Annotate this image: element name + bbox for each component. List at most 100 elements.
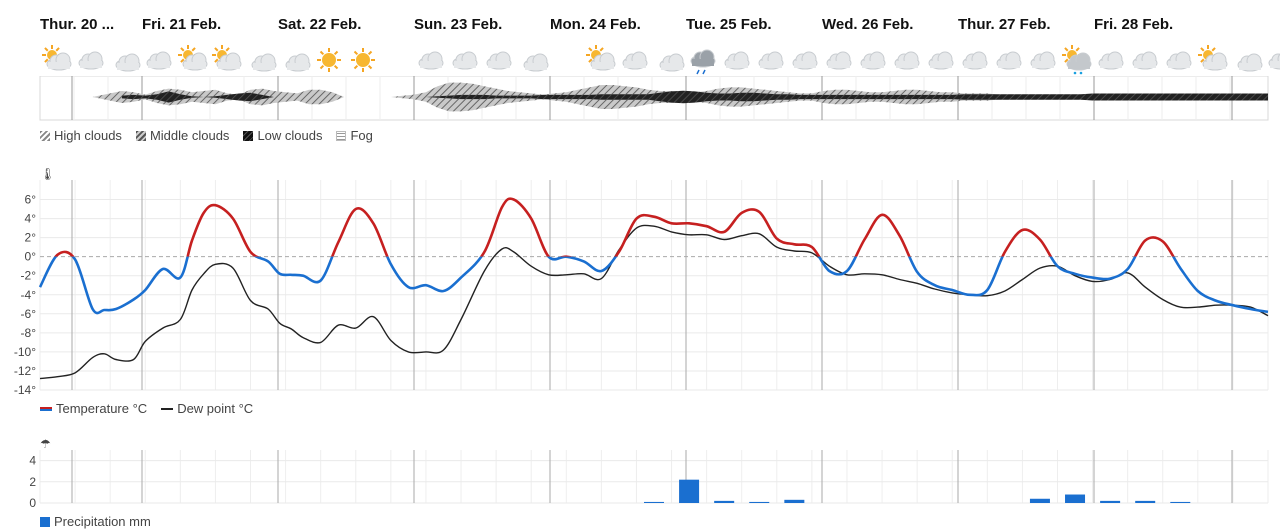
precipitation-bar: [1100, 500, 1121, 503]
cloud-icon: [962, 51, 988, 70]
temperature-legend: Temperature °C Dew point °C: [40, 401, 253, 416]
day-label: Tue. 25 Feb.: [686, 16, 772, 33]
precipitation-bar: [644, 501, 664, 503]
day-label: Thur. 27 Feb.: [958, 16, 1051, 33]
moon-icon: [562, 53, 569, 67]
weather-icon-row: [42, 45, 1280, 75]
cloud-icon: [486, 51, 512, 70]
fog-swatch: [336, 130, 347, 141]
precip-tick-label: 0: [29, 496, 36, 508]
precipitation-bar: [1029, 498, 1050, 503]
cloud-icon: [146, 51, 172, 70]
cloud-chart: [39, 76, 1269, 121]
temp-tick-label: -8°: [21, 326, 37, 340]
dew-point-swatch: [161, 407, 174, 410]
legend-middle-clouds: Middle clouds: [135, 128, 230, 143]
sun-cloud-icon: [586, 45, 616, 71]
low-clouds-band: [121, 90, 1268, 104]
temperature-line-cold: [38, 256, 1269, 315]
legend-temperature-label: Temperature °C: [56, 401, 148, 416]
temp-tick-label: -14°: [14, 383, 36, 397]
dew-point-line: [39, 224, 1269, 380]
precipitation-bar: [1065, 494, 1086, 503]
legend-dew-point: Dew point °C: [161, 401, 253, 416]
moon-cloud-icon: [285, 49, 311, 72]
legend-high-clouds: High clouds: [40, 128, 122, 143]
sun-rain-icon: [1062, 45, 1092, 75]
temp-tick-label: -4°: [21, 288, 37, 302]
day-header: Thur. 20 ... Fri. 21 Feb. Sat. 22 Feb. Sun.…: [0, 12, 1280, 40]
legend-fog: Fog: [336, 128, 373, 143]
moon-cloud-icon: [523, 49, 549, 72]
legend-fog-label: Fog: [350, 128, 373, 143]
temperature-swatch: [40, 406, 52, 411]
sun-icon: [351, 48, 375, 72]
cloud-icon: [996, 51, 1022, 70]
cloud-icon: [724, 51, 750, 70]
day-label: Thur. 20 ...: [40, 16, 115, 33]
sun-icon: [317, 48, 341, 72]
cloud-icon: [78, 51, 104, 70]
precip-tick-label: 4: [29, 454, 36, 468]
cloud-icon: [1098, 51, 1124, 70]
precipitation-bar: [679, 479, 700, 503]
moon-cloud-icon: [1237, 49, 1263, 72]
cloud-icon: [1268, 53, 1280, 70]
moon-cloud-icon: [115, 49, 141, 72]
temp-tick-label: 6°: [25, 193, 37, 207]
temperature-line-warm: [54, 197, 1175, 257]
temp-tick-label: 2°: [25, 231, 37, 245]
cloud-legend: High clouds Middle clouds Low clouds Fog: [40, 128, 373, 143]
cloud-icon: [622, 51, 648, 70]
sun-cloud-icon: [178, 45, 208, 71]
precipitation-chart: ☂ 4 2 0: [29, 437, 1269, 508]
middle-clouds-swatch: [135, 130, 146, 141]
cloud-icon: [894, 51, 920, 70]
legend-precipitation: Precipitation mm: [40, 514, 151, 529]
umbrella-icon: ☂: [40, 437, 51, 451]
precipitation-bar: [749, 501, 770, 503]
day-label: Sun. 23 Feb.: [414, 16, 503, 33]
cloud-icon: [792, 51, 818, 70]
day-label: Wed. 26 Feb.: [822, 16, 914, 33]
precipitation-bar: [1170, 501, 1191, 503]
precipitation-bar: [784, 499, 805, 503]
cloud-icon: [452, 51, 478, 70]
temp-tick-label: 0°: [25, 250, 37, 264]
moon-cloud-icon: [251, 49, 277, 72]
precipitation-legend: Precipitation mm: [40, 514, 151, 529]
temp-tick-label: -12°: [14, 364, 36, 378]
cloud-icon: [1132, 51, 1158, 70]
day-label: Sat. 22 Feb.: [278, 16, 362, 33]
high-clouds-swatch: [40, 130, 50, 141]
cloud-icon: [418, 51, 444, 70]
rain-cloud-icon: [690, 49, 716, 75]
cloud-icon: [826, 51, 852, 70]
low-clouds-swatch: [243, 130, 254, 141]
temp-tick-label: 4°: [25, 212, 37, 226]
temp-tick-label: -6°: [21, 307, 37, 321]
precip-tick-label: 2: [29, 475, 36, 489]
precipitation-swatch: [40, 516, 50, 527]
precipitation-bar: [1135, 500, 1156, 503]
legend-high-clouds-label: High clouds: [54, 128, 122, 143]
temp-tick-label: -2°: [21, 269, 37, 283]
temperature-chart: 🌡6° 4° 2° 0° -2° -4° -6° -8° -10° -12° -14°: [14, 167, 1269, 397]
cloud-icon: [860, 51, 886, 70]
sun-cloud-icon: [42, 45, 72, 71]
legend-low-clouds-label: Low clouds: [257, 128, 323, 143]
day-label: Fri. 21 Feb.: [142, 16, 222, 33]
moon-cloud-icon: [659, 49, 685, 72]
cloud-icon: [1166, 51, 1192, 70]
temp-tick-label: -10°: [14, 345, 36, 359]
legend-middle-clouds-label: Middle clouds: [149, 128, 230, 143]
legend-temperature: Temperature °C: [40, 401, 147, 416]
moon-icon: [392, 53, 399, 67]
cloud-icon: [928, 51, 954, 70]
legend-dew-point-label: Dew point °C: [177, 401, 254, 416]
day-label: Fri. 28 Feb.: [1094, 16, 1174, 33]
sun-cloud-icon: [1198, 45, 1228, 71]
legend-precipitation-label: Precipitation mm: [54, 514, 151, 529]
sun-cloud-icon: [212, 45, 242, 71]
day-label: Mon. 24 Feb.: [550, 16, 641, 33]
